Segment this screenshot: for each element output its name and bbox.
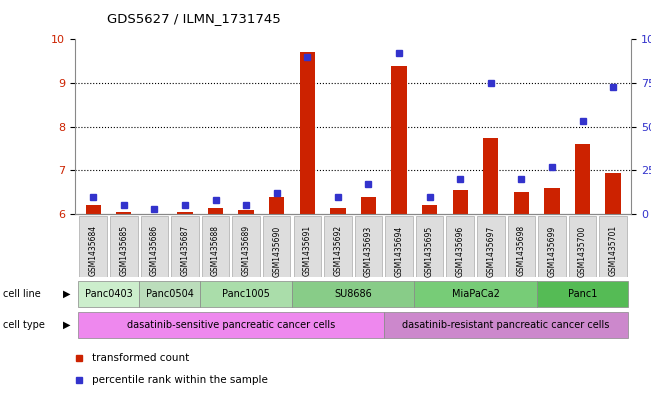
Bar	[569, 216, 596, 277]
Bar	[355, 216, 382, 277]
Bar	[385, 216, 413, 277]
Text: GSM1435689: GSM1435689	[242, 225, 251, 276]
Bar	[416, 216, 443, 277]
Bar	[177, 212, 193, 214]
Text: dasatinib-resistant pancreatic cancer cells: dasatinib-resistant pancreatic cancer ce…	[402, 320, 610, 330]
Text: GSM1435693: GSM1435693	[364, 225, 373, 277]
Bar	[536, 281, 628, 307]
Text: ▶: ▶	[62, 320, 70, 330]
Bar	[263, 216, 290, 277]
Text: cell line: cell line	[3, 289, 41, 299]
Bar	[299, 51, 315, 214]
Bar	[330, 208, 346, 214]
Bar	[361, 196, 376, 214]
Bar	[422, 206, 437, 214]
Bar	[292, 281, 414, 307]
Text: GDS5627 / ILMN_1731745: GDS5627 / ILMN_1731745	[107, 12, 281, 25]
Text: GSM1435701: GSM1435701	[609, 225, 618, 276]
Bar	[269, 196, 284, 214]
Bar	[477, 216, 505, 277]
Text: GSM1435694: GSM1435694	[395, 225, 404, 277]
Bar	[605, 173, 621, 214]
Text: GSM1435698: GSM1435698	[517, 225, 526, 276]
Bar	[294, 216, 321, 277]
Text: dasatinib-sensitive pancreatic cancer cells: dasatinib-sensitive pancreatic cancer ce…	[127, 320, 335, 330]
Text: GSM1435697: GSM1435697	[486, 225, 495, 277]
Text: MiaPaCa2: MiaPaCa2	[452, 289, 499, 299]
Bar	[116, 212, 132, 214]
Bar	[78, 281, 139, 307]
Bar	[208, 208, 223, 214]
Text: GSM1435686: GSM1435686	[150, 225, 159, 276]
Text: GSM1435696: GSM1435696	[456, 225, 465, 277]
Bar	[538, 216, 566, 277]
Bar	[171, 216, 199, 277]
Bar	[201, 281, 292, 307]
Bar	[383, 312, 628, 338]
Bar	[514, 192, 529, 214]
Text: Panc0403: Panc0403	[85, 289, 132, 299]
Text: GSM1435684: GSM1435684	[89, 225, 98, 276]
Text: GSM1435700: GSM1435700	[578, 225, 587, 277]
Text: GSM1435690: GSM1435690	[272, 225, 281, 277]
Bar	[232, 216, 260, 277]
Text: GSM1435695: GSM1435695	[425, 225, 434, 277]
Text: Panc0504: Panc0504	[146, 289, 193, 299]
Bar	[110, 216, 137, 277]
Text: GSM1435688: GSM1435688	[211, 225, 220, 276]
Bar	[575, 144, 590, 214]
Text: GSM1435692: GSM1435692	[333, 225, 342, 276]
Text: GSM1435687: GSM1435687	[180, 225, 189, 276]
Bar	[79, 216, 107, 277]
Bar	[544, 188, 560, 214]
Text: GSM1435685: GSM1435685	[119, 225, 128, 276]
Text: GSM1435699: GSM1435699	[547, 225, 557, 277]
Text: percentile rank within the sample: percentile rank within the sample	[92, 375, 268, 385]
Bar	[85, 206, 101, 214]
Text: SU8686: SU8686	[335, 289, 372, 299]
Bar	[78, 312, 383, 338]
Bar	[508, 216, 535, 277]
Text: transformed count: transformed count	[92, 353, 189, 363]
Bar	[600, 216, 627, 277]
Text: Panc1005: Panc1005	[222, 289, 270, 299]
Bar	[324, 216, 352, 277]
Bar	[391, 66, 407, 214]
Text: GSM1435691: GSM1435691	[303, 225, 312, 276]
Bar	[202, 216, 229, 277]
Bar	[141, 216, 168, 277]
Bar	[139, 281, 201, 307]
Bar	[452, 190, 468, 214]
Text: ▶: ▶	[62, 289, 70, 299]
Bar	[414, 281, 536, 307]
Text: Panc1: Panc1	[568, 289, 597, 299]
Bar	[483, 138, 499, 214]
Bar	[238, 210, 254, 214]
Text: cell type: cell type	[3, 320, 45, 330]
Bar	[447, 216, 474, 277]
